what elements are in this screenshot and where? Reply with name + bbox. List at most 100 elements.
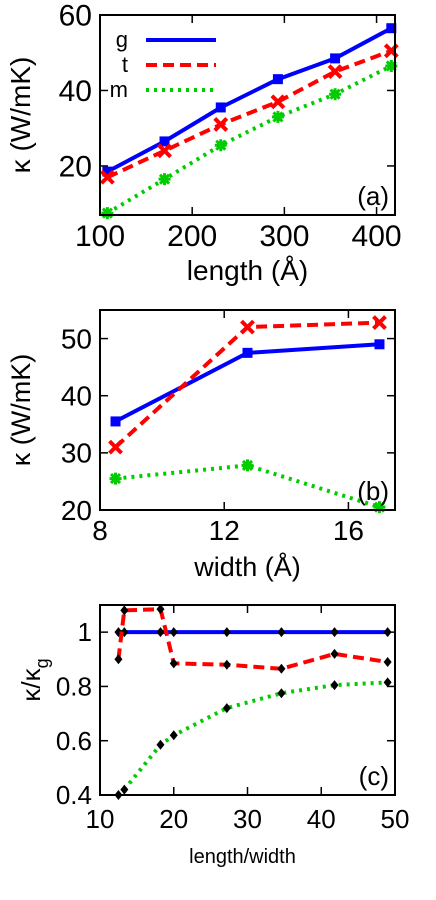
y-tick-label: 0.8 bbox=[56, 672, 92, 702]
data-point bbox=[158, 173, 171, 186]
data-point bbox=[120, 605, 129, 616]
data-point bbox=[215, 102, 226, 113]
data-point bbox=[156, 604, 165, 615]
series-0 bbox=[114, 627, 392, 638]
data-point bbox=[372, 315, 387, 330]
y-axis-label-subscript: g bbox=[32, 658, 52, 668]
data-point bbox=[241, 459, 254, 472]
series-line bbox=[116, 607, 388, 671]
data-point bbox=[222, 659, 231, 670]
data-point bbox=[214, 139, 227, 152]
data-point bbox=[383, 677, 392, 688]
panel-label: (b) bbox=[357, 476, 389, 506]
data-point bbox=[213, 117, 229, 132]
y-tick-label: 0.4 bbox=[56, 780, 92, 810]
data-point bbox=[169, 658, 178, 669]
data-point bbox=[330, 680, 339, 691]
x-axis-label: width (Å) bbox=[193, 551, 301, 582]
series-2 bbox=[114, 677, 392, 800]
data-point bbox=[156, 739, 165, 750]
y-axis-label: κ (W/mK) bbox=[6, 354, 36, 466]
data-point bbox=[108, 439, 123, 455]
data-point bbox=[373, 501, 386, 514]
y-tick-label: 50 bbox=[61, 323, 92, 354]
plot-frame bbox=[99, 309, 396, 511]
x-tick-label: 400 bbox=[352, 220, 402, 253]
x-tick-label: 100 bbox=[75, 220, 125, 253]
x-tick-label: 10 bbox=[86, 804, 115, 834]
data-point bbox=[156, 627, 165, 638]
legend-label: m bbox=[110, 77, 128, 102]
y-axis-label: κ/κg bbox=[16, 658, 52, 701]
series-m bbox=[101, 59, 398, 220]
series-1 bbox=[114, 604, 392, 674]
data-point bbox=[110, 416, 121, 427]
data-point bbox=[329, 88, 342, 101]
series-line bbox=[106, 48, 392, 180]
data-point bbox=[330, 627, 339, 638]
series-line bbox=[115, 463, 381, 510]
data-point bbox=[330, 53, 341, 64]
x-tick-label: 30 bbox=[233, 804, 262, 834]
data-point bbox=[271, 110, 284, 123]
series-line bbox=[106, 26, 393, 174]
x-axis-label: length (Å) bbox=[187, 255, 308, 286]
y-axis-label: κ (W/mK) bbox=[5, 57, 36, 174]
data-point bbox=[102, 166, 113, 177]
data-point bbox=[277, 688, 286, 699]
panel-label: (a) bbox=[357, 181, 389, 211]
series-t bbox=[99, 43, 399, 185]
legend-label: t bbox=[122, 52, 128, 77]
y-tick-label: 30 bbox=[61, 438, 92, 469]
plot-frame bbox=[99, 604, 396, 796]
legend-label: g bbox=[116, 27, 128, 52]
y-tick-label: 20 bbox=[61, 495, 92, 526]
data-point bbox=[242, 347, 253, 358]
panel-c: 10 20 30 40 50 0.4 0.6 0.8 1 (c) length/width κ/κg bbox=[16, 604, 409, 868]
legend-entry-m: m bbox=[110, 77, 216, 102]
y-tick-label: 60 bbox=[59, 0, 92, 33]
y-tick-label: 0.6 bbox=[56, 726, 92, 756]
plot-frame bbox=[99, 14, 396, 216]
data-point bbox=[277, 663, 286, 674]
panel-b: 8 12 16 20 30 40 50 (b) width (Å) κ (W/mK) bbox=[6, 309, 396, 582]
data-point bbox=[374, 339, 385, 350]
x-tick-label: 200 bbox=[167, 220, 217, 253]
y-axis-label-main: κ/κ bbox=[16, 667, 46, 701]
data-point bbox=[101, 207, 114, 220]
x-tick-label: 12 bbox=[209, 515, 240, 546]
data-point bbox=[272, 74, 283, 85]
series-2 bbox=[109, 459, 386, 514]
data-point bbox=[222, 703, 231, 714]
x-tick-label: 40 bbox=[307, 804, 336, 834]
series-line bbox=[106, 64, 393, 215]
data-point bbox=[330, 648, 339, 659]
data-point bbox=[157, 143, 172, 159]
data-point bbox=[120, 784, 129, 795]
series-0 bbox=[110, 339, 385, 427]
series-line bbox=[114, 320, 380, 449]
x-axis-label: length/width bbox=[189, 846, 296, 868]
series-1 bbox=[108, 315, 387, 455]
data-point bbox=[114, 654, 123, 665]
data-point bbox=[240, 319, 255, 335]
data-point bbox=[277, 627, 286, 638]
legend-entry-t: t bbox=[122, 52, 216, 77]
data-point bbox=[169, 730, 178, 741]
y-tick-label: 40 bbox=[59, 75, 92, 108]
panel-label: (c) bbox=[359, 761, 389, 791]
data-point bbox=[270, 94, 286, 110]
legend-entry-g: g bbox=[116, 27, 216, 52]
x-tick-label: 16 bbox=[333, 515, 364, 546]
data-point bbox=[109, 472, 122, 485]
data-point bbox=[159, 136, 170, 147]
data-point bbox=[383, 627, 392, 638]
y-tick-label: 1 bbox=[78, 617, 92, 647]
y-tick-label: 40 bbox=[61, 381, 92, 412]
panel-a: 100 200 300 400 20 40 60 (a) length (Å) κ (W/mK) g… bbox=[5, 0, 402, 286]
data-point bbox=[383, 657, 392, 667]
x-tick-label: 8 bbox=[92, 515, 108, 546]
x-tick-label: 50 bbox=[381, 804, 410, 834]
data-point bbox=[169, 627, 178, 638]
